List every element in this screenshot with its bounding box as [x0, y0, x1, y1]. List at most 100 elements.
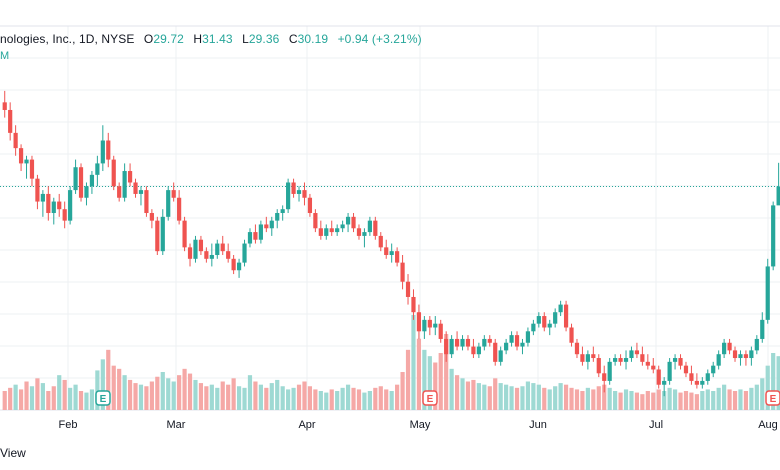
- candle-body: [220, 243, 225, 252]
- earnings-marker[interactable]: E: [95, 390, 111, 406]
- volume-bar: [89, 389, 95, 410]
- volume-bar: [62, 379, 67, 410]
- candle-body: [57, 201, 62, 210]
- x-axis: Feb Mar Apr May Jun Jul Aug: [59, 419, 778, 431]
- candle-body: [656, 369, 661, 385]
- volume-bar: [705, 389, 710, 410]
- candle-body: [754, 338, 759, 351]
- volume-bar: [444, 334, 449, 410]
- volume-bar: [138, 384, 144, 410]
- candle-body: [291, 182, 296, 194]
- volume-bar: [313, 389, 318, 410]
- candle-body: [454, 338, 460, 347]
- volume-bar: [662, 391, 667, 410]
- candle-body: [40, 193, 45, 202]
- volume-bar: [247, 375, 253, 410]
- earnings-marker[interactable]: E: [765, 390, 780, 406]
- candle-body: [345, 216, 351, 225]
- candlesticks: [2, 90, 780, 397]
- volume-bar: [40, 383, 45, 410]
- volume-bars: [2, 315, 780, 410]
- earnings-badge[interactable]: [765, 390, 780, 406]
- candle-body: [749, 350, 754, 359]
- candle-body: [585, 354, 590, 362]
- x-tick-label: Feb: [59, 419, 78, 431]
- candle-body: [384, 247, 389, 255]
- candle-body: [231, 258, 236, 271]
- candle-body: [373, 220, 378, 236]
- change-value: +0.94 (+3.21%): [337, 32, 422, 46]
- volume-bar: [487, 386, 492, 410]
- volume-bar: [356, 389, 362, 410]
- volume-bar: [656, 389, 661, 410]
- candle-body: [607, 361, 612, 381]
- volume-bar: [476, 383, 481, 410]
- candle-body: [2, 102, 7, 110]
- candle-body: [613, 358, 618, 362]
- volume-bar: [193, 379, 198, 410]
- candle-body: [449, 338, 454, 355]
- volume-bar: [215, 387, 220, 410]
- candle-body: [705, 373, 710, 381]
- candle-body: [765, 266, 770, 320]
- volume-bar: [623, 389, 629, 410]
- candle-body: [536, 316, 541, 324]
- x-tick-label: Jul: [649, 419, 663, 431]
- earnings-label: E: [427, 394, 434, 405]
- candle-body: [286, 182, 291, 210]
- volume-bar: [405, 349, 411, 410]
- footer-brand[interactable]: View: [0, 446, 26, 460]
- volume-bar: [596, 386, 601, 410]
- x-tick-label: Aug: [758, 419, 778, 431]
- x-tick-label: May: [410, 419, 431, 431]
- candle-body: [329, 228, 334, 233]
- candle-body: [411, 296, 416, 313]
- chart-grid: [0, 25, 780, 411]
- candle-body: [553, 312, 558, 324]
- candle-body: [18, 148, 24, 164]
- volume-bar: [580, 391, 585, 410]
- earnings-badge[interactable]: [95, 390, 111, 406]
- volume-bar: [78, 391, 84, 410]
- volume-bar: [400, 372, 405, 410]
- volume-bar: [269, 383, 274, 410]
- candle-body: [504, 342, 509, 351]
- volume-bar: [8, 387, 13, 410]
- volume-bar: [711, 391, 716, 410]
- high-label: H: [193, 32, 203, 46]
- candle-body: [182, 220, 187, 248]
- candle-body: [62, 209, 67, 221]
- candle-body: [563, 304, 569, 328]
- close-value: 30.19: [297, 32, 329, 46]
- volume-bar: [433, 362, 438, 410]
- volume-bar: [373, 387, 378, 410]
- earnings-label: E: [770, 394, 777, 405]
- candle-body: [662, 380, 667, 385]
- volume-bar: [127, 379, 133, 410]
- candle-body: [187, 247, 193, 259]
- earnings-marker[interactable]: E: [422, 390, 438, 406]
- volume-bar: [449, 368, 454, 410]
- candle-body: [204, 251, 209, 259]
- candle-body: [400, 262, 405, 282]
- price-chart[interactable]: E E E Feb Mar Apr May Jun Jul Aug: [0, 0, 780, 440]
- volume-bar: [411, 315, 416, 410]
- candle-body: [215, 243, 220, 255]
- candle-body: [133, 182, 138, 194]
- earnings-badge[interactable]: [422, 390, 438, 406]
- candle-body: [356, 228, 362, 236]
- candle-body: [166, 190, 171, 217]
- volume-bar: [149, 381, 154, 410]
- volume-bar: [345, 384, 351, 410]
- volume-bar: [220, 381, 225, 410]
- volume-bar: [318, 391, 323, 410]
- volume-bar: [133, 383, 138, 410]
- candle-body: [569, 327, 574, 343]
- candle-body: [525, 331, 531, 343]
- candle-body: [640, 354, 645, 362]
- candle-body: [13, 132, 18, 149]
- volume-bar: [29, 386, 35, 410]
- candle-body: [8, 109, 13, 133]
- candle-body: [422, 319, 427, 332]
